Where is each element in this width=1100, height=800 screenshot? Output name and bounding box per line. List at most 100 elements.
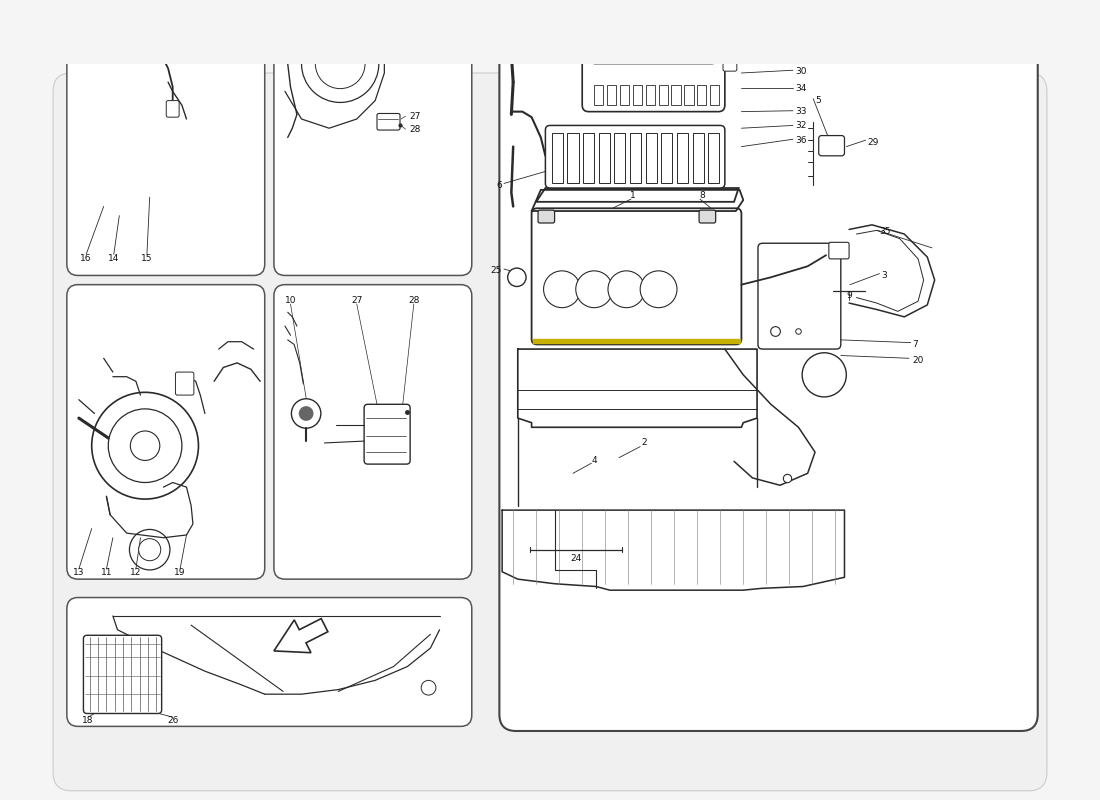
Bar <box>598 133 609 183</box>
Bar <box>598 37 607 43</box>
FancyBboxPatch shape <box>499 0 1037 731</box>
Bar <box>706 37 715 43</box>
Text: 4: 4 <box>592 456 597 465</box>
Circle shape <box>108 409 182 482</box>
Circle shape <box>508 268 526 286</box>
FancyBboxPatch shape <box>538 210 554 223</box>
Text: 12: 12 <box>130 568 142 577</box>
FancyBboxPatch shape <box>758 243 840 349</box>
FancyBboxPatch shape <box>531 208 741 345</box>
Text: 36: 36 <box>795 136 806 145</box>
Text: 5: 5 <box>815 96 821 105</box>
Bar <box>659 50 667 57</box>
Text: 8: 8 <box>698 191 705 200</box>
FancyBboxPatch shape <box>176 372 194 395</box>
Text: eurocarparts: eurocarparts <box>692 439 850 517</box>
Bar <box>583 133 594 183</box>
Circle shape <box>421 680 436 695</box>
Circle shape <box>130 530 169 570</box>
Bar <box>623 37 631 43</box>
FancyBboxPatch shape <box>67 0 265 275</box>
Polygon shape <box>403 0 455 6</box>
Bar <box>694 50 703 57</box>
Bar <box>632 85 642 106</box>
Bar <box>552 133 563 183</box>
Text: 18: 18 <box>82 716 94 726</box>
FancyBboxPatch shape <box>582 34 725 112</box>
FancyBboxPatch shape <box>592 25 716 64</box>
Text: 35: 35 <box>880 226 891 236</box>
Text: 27: 27 <box>351 296 362 305</box>
Circle shape <box>316 39 365 89</box>
Bar <box>647 26 654 33</box>
Bar <box>623 26 631 33</box>
Text: 34: 34 <box>795 84 806 93</box>
Circle shape <box>91 392 198 499</box>
Bar <box>607 85 616 106</box>
FancyBboxPatch shape <box>364 404 410 464</box>
FancyBboxPatch shape <box>274 0 472 275</box>
Circle shape <box>575 271 613 308</box>
Text: 85: 85 <box>967 551 1016 589</box>
Bar <box>659 37 667 43</box>
Text: 28: 28 <box>409 125 420 134</box>
Text: 25: 25 <box>491 266 502 275</box>
Bar <box>635 26 642 33</box>
Bar <box>659 26 667 33</box>
Bar <box>594 85 604 106</box>
Circle shape <box>301 25 378 102</box>
Bar <box>610 26 619 33</box>
Bar <box>635 37 642 43</box>
Polygon shape <box>950 0 1020 45</box>
Bar <box>671 26 679 33</box>
Circle shape <box>543 271 581 308</box>
Bar <box>684 85 694 106</box>
Bar <box>706 50 715 57</box>
Text: 14: 14 <box>108 254 120 263</box>
Text: 13: 13 <box>73 568 85 577</box>
Bar <box>682 26 691 33</box>
Text: 3: 3 <box>881 271 887 280</box>
Bar <box>646 85 654 106</box>
FancyBboxPatch shape <box>84 635 162 714</box>
FancyBboxPatch shape <box>700 210 716 223</box>
Text: 6: 6 <box>496 181 502 190</box>
FancyBboxPatch shape <box>828 242 849 259</box>
Circle shape <box>640 271 676 308</box>
Bar <box>671 85 681 106</box>
Text: 20: 20 <box>913 356 924 365</box>
Circle shape <box>131 431 160 461</box>
Text: 7: 7 <box>913 340 918 349</box>
Bar <box>697 85 706 106</box>
Bar <box>610 50 619 57</box>
Bar <box>610 37 619 43</box>
FancyBboxPatch shape <box>53 73 1047 790</box>
FancyBboxPatch shape <box>723 51 737 71</box>
Text: 11: 11 <box>101 568 112 577</box>
Text: 28: 28 <box>408 296 419 305</box>
Bar <box>623 50 631 57</box>
Bar <box>534 339 739 342</box>
Text: 9: 9 <box>846 291 852 300</box>
Text: 15: 15 <box>141 254 153 263</box>
Circle shape <box>292 398 321 428</box>
Text: 2: 2 <box>641 438 647 447</box>
Circle shape <box>299 406 314 421</box>
Bar <box>659 85 668 106</box>
Text: 1: 1 <box>630 191 636 200</box>
Bar <box>598 50 607 57</box>
Bar <box>630 133 641 183</box>
Bar <box>676 133 688 183</box>
FancyBboxPatch shape <box>166 101 179 117</box>
Bar <box>708 133 719 183</box>
FancyBboxPatch shape <box>546 126 725 188</box>
Text: 26: 26 <box>167 716 178 726</box>
Text: 33: 33 <box>795 107 806 116</box>
Bar <box>615 133 626 183</box>
FancyBboxPatch shape <box>67 598 472 726</box>
Circle shape <box>139 538 161 561</box>
Text: 27: 27 <box>409 112 420 121</box>
Polygon shape <box>274 618 328 653</box>
Bar <box>693 133 704 183</box>
Text: 29: 29 <box>868 138 879 146</box>
